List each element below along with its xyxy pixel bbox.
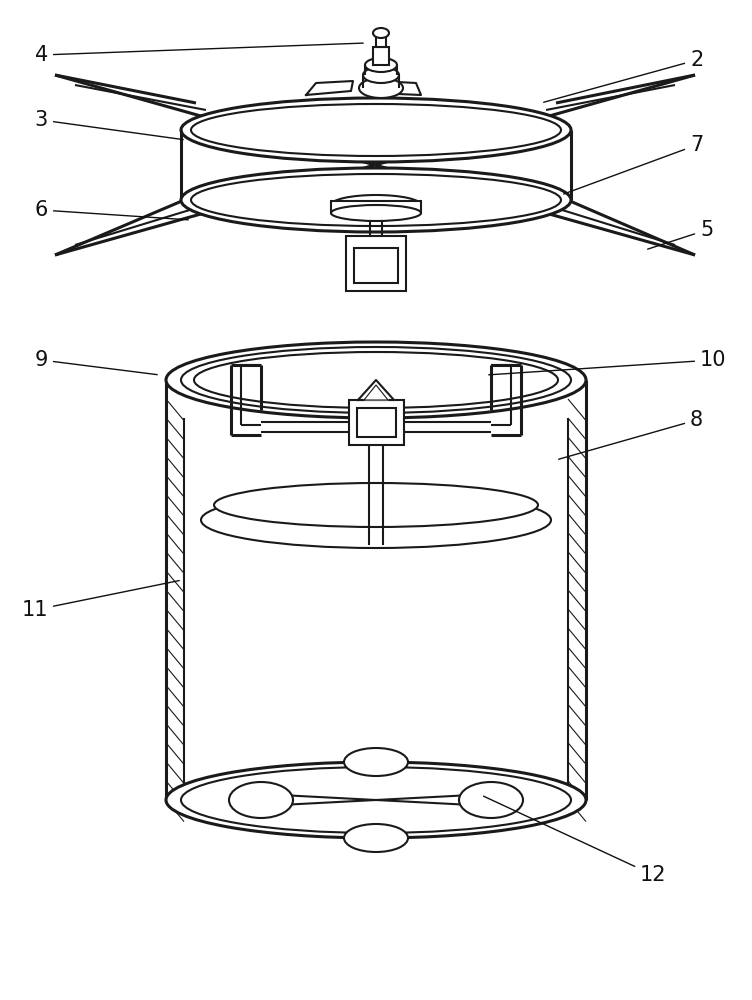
Text: 5: 5 — [647, 220, 713, 249]
Bar — [349, 400, 404, 445]
Text: 3: 3 — [35, 110, 183, 140]
Ellipse shape — [181, 168, 571, 232]
Ellipse shape — [214, 483, 538, 527]
Ellipse shape — [363, 67, 399, 83]
Bar — [354, 248, 398, 283]
Bar — [373, 47, 389, 65]
Ellipse shape — [331, 205, 421, 221]
Ellipse shape — [181, 767, 571, 833]
Ellipse shape — [331, 195, 421, 215]
Polygon shape — [358, 380, 394, 400]
Polygon shape — [376, 81, 421, 95]
Ellipse shape — [166, 342, 586, 418]
Text: 12: 12 — [484, 796, 666, 885]
Ellipse shape — [373, 28, 389, 38]
Text: 2: 2 — [544, 50, 703, 102]
Text: 10: 10 — [489, 350, 726, 375]
Text: 9: 9 — [35, 350, 157, 375]
Bar — [346, 236, 406, 291]
Ellipse shape — [181, 98, 571, 162]
Ellipse shape — [191, 174, 561, 226]
Ellipse shape — [459, 782, 523, 818]
Ellipse shape — [344, 748, 408, 776]
Ellipse shape — [181, 347, 571, 413]
Text: 11: 11 — [22, 581, 179, 620]
Text: 7: 7 — [563, 135, 703, 194]
Ellipse shape — [344, 824, 408, 852]
Bar — [331, 201, 421, 213]
Ellipse shape — [194, 352, 558, 408]
Text: 4: 4 — [35, 43, 363, 65]
Ellipse shape — [229, 782, 293, 818]
Ellipse shape — [359, 78, 403, 98]
Ellipse shape — [191, 104, 561, 156]
Bar — [357, 408, 396, 437]
Polygon shape — [364, 385, 388, 400]
Ellipse shape — [365, 58, 397, 72]
Text: 6: 6 — [35, 200, 188, 220]
Text: 8: 8 — [559, 410, 703, 459]
Bar — [376, 33, 386, 47]
Polygon shape — [306, 81, 353, 95]
Ellipse shape — [166, 762, 586, 838]
Ellipse shape — [201, 492, 551, 548]
